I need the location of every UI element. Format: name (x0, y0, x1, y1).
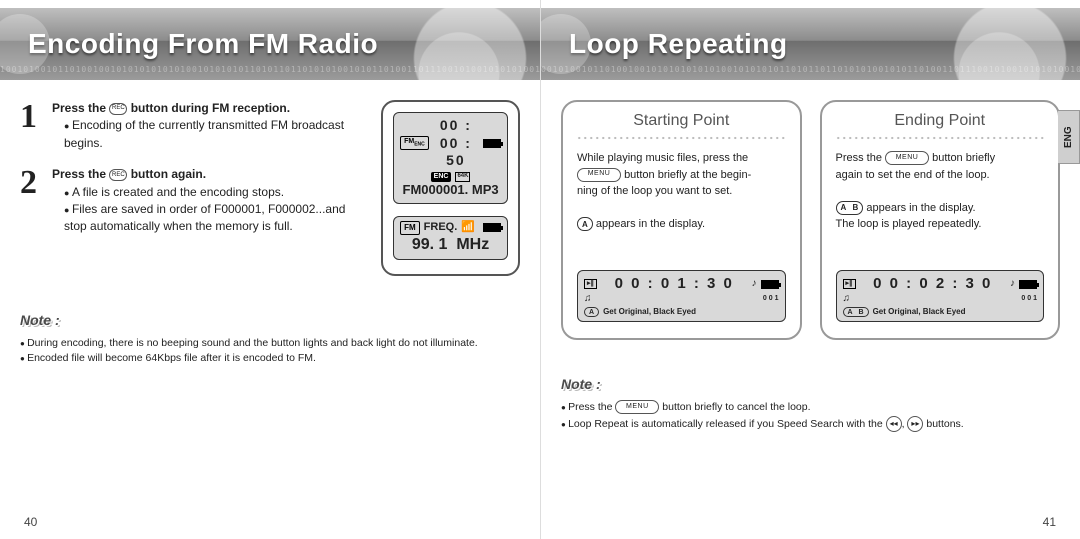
encode-filename: FM000001. MP3 (400, 182, 501, 198)
frequency-unit: MHz (456, 236, 489, 253)
a-indicator-icon: A (584, 307, 599, 317)
ab-indicator-icon: A B (836, 201, 864, 215)
starting-point-copy: While playing music files, press the MEN… (577, 150, 786, 258)
freq-label: FREQ. (424, 221, 458, 235)
step-number: 2 (20, 166, 42, 236)
step2-bullet1: A file is created and the encoding stops… (64, 184, 363, 201)
note-list: Press the MENU button briefly to cancel … (561, 400, 1060, 432)
note-item: Loop Repeat is automatically released if… (561, 416, 1060, 433)
divider-dots (577, 134, 786, 142)
prev-button-icon: ◂◂ (886, 416, 902, 432)
title-band: Encoding From FM Radio 10010100101101001… (0, 8, 540, 80)
lcd-loop-ab: ▸∥ 0 0 : 0 2 : 3 0 ♪ ♫ 0 0 1 A B Get Ori… (836, 270, 1045, 322)
ending-point-copy: Press the MENU button briefly again to s… (836, 150, 1045, 258)
note-item: During encoding, there is no beeping sou… (20, 336, 520, 352)
battery-icon (761, 280, 779, 289)
music-note-icon: ♪ (1010, 278, 1015, 290)
menu-button-icon: MENU (577, 168, 621, 182)
step-number: 1 (20, 100, 42, 152)
step2-lead-b: button again. (131, 167, 206, 181)
step1-body: Encoding of the currently transmitted FM… (64, 117, 363, 152)
page-title: Loop Repeating (541, 8, 1080, 60)
page-number: 41 (1043, 515, 1056, 529)
play-time: 0 0 : 0 1 : 3 0 (601, 275, 747, 293)
antenna-icon: 📶 (461, 221, 475, 235)
battery-icon (1019, 280, 1037, 289)
music-note-icon: ♫ (843, 293, 851, 305)
title-band: Loop Repeating 0010100101101001001010101… (541, 8, 1080, 80)
play-time: 0 0 : 0 2 : 3 0 (860, 275, 1006, 293)
track-number: 0 0 1 (763, 295, 779, 303)
note-heading: Note : (561, 376, 1060, 392)
song-title: Get Original, Black Eyed (873, 307, 966, 317)
kbps-tag: 64K (455, 172, 470, 182)
play-icon: ▸∥ (843, 279, 856, 289)
starting-point-box: Starting Point While playing music files… (561, 100, 802, 340)
battery-icon (483, 223, 501, 232)
step2-bullet2: Files are saved in order of F000001, F00… (64, 201, 363, 236)
enc-tag: ENC (431, 172, 452, 183)
decorative-bits: 0010100101101001001010101010101001010101… (541, 66, 1080, 74)
step1-lead-a: Press the (52, 101, 106, 115)
language-tab: ENG (1058, 110, 1080, 164)
a-indicator-icon: A (577, 217, 593, 231)
note-item: Press the MENU button briefly to cancel … (561, 400, 1060, 416)
note-list: During encoding, there is no beeping sou… (20, 336, 520, 368)
encode-time: 00 : 00 : 50 (433, 117, 479, 170)
song-title: Get Original, Black Eyed (603, 307, 696, 317)
device-panel: FMENC 00 : 00 : 50 ENC 64K FM000001. MP3… (381, 100, 520, 276)
note-heading: Note : (20, 312, 520, 328)
frequency-value: 99. 1 (412, 236, 448, 253)
lcd-radio: FM FREQ. 📶 99. 1 MHz (393, 216, 508, 260)
play-icon: ▸∥ (584, 279, 597, 289)
step2-lead-a: Press the (52, 167, 106, 181)
box-heading: Starting Point (577, 112, 786, 130)
instruction-steps: 1 Press the REC button during FM recepti… (20, 100, 363, 276)
music-note-icon: ♫ (584, 293, 592, 305)
note-item: Encoded file will become 64Kbps file aft… (20, 351, 520, 367)
menu-button-icon: MENU (615, 400, 659, 414)
page-title: Encoding From FM Radio (0, 8, 540, 60)
track-number: 0 0 1 (1021, 295, 1037, 303)
ending-point-box: Ending Point Press the MENU button brief… (820, 100, 1061, 340)
ab-indicator-icon: A B (843, 307, 869, 317)
decorative-bits: 1001010010110100100101010101010100101010… (0, 66, 540, 74)
page-number: 40 (24, 515, 37, 529)
divider-dots (836, 134, 1045, 142)
step-1: 1 Press the REC button during FM recepti… (20, 100, 363, 152)
page-41: Loop Repeating 0010100101101001001010101… (540, 0, 1080, 539)
rec-button-icon: REC (109, 103, 127, 115)
page-40: Encoding From FM Radio 10010100101101001… (0, 0, 540, 539)
device-screens: FMENC 00 : 00 : 50 ENC 64K FM000001. MP3… (381, 100, 520, 276)
lcd-loop-a: ▸∥ 0 0 : 0 1 : 3 0 ♪ ♫ 0 0 1 A Get Origi… (577, 270, 786, 322)
rec-button-icon: REC (109, 169, 127, 181)
music-note-icon: ♪ (752, 278, 757, 290)
box-heading: Ending Point (836, 112, 1045, 130)
lcd-encoding: FMENC 00 : 00 : 50 ENC 64K FM000001. MP3 (393, 112, 508, 204)
battery-icon (483, 139, 501, 148)
next-button-icon: ▸▸ (907, 416, 923, 432)
fm-tag: FMENC (400, 136, 429, 150)
step1-lead-b: button during FM reception. (131, 101, 290, 115)
fm-tag: FM (400, 221, 420, 235)
step-2: 2 Press the REC button again. A file is … (20, 166, 363, 236)
menu-button-icon: MENU (885, 151, 929, 165)
